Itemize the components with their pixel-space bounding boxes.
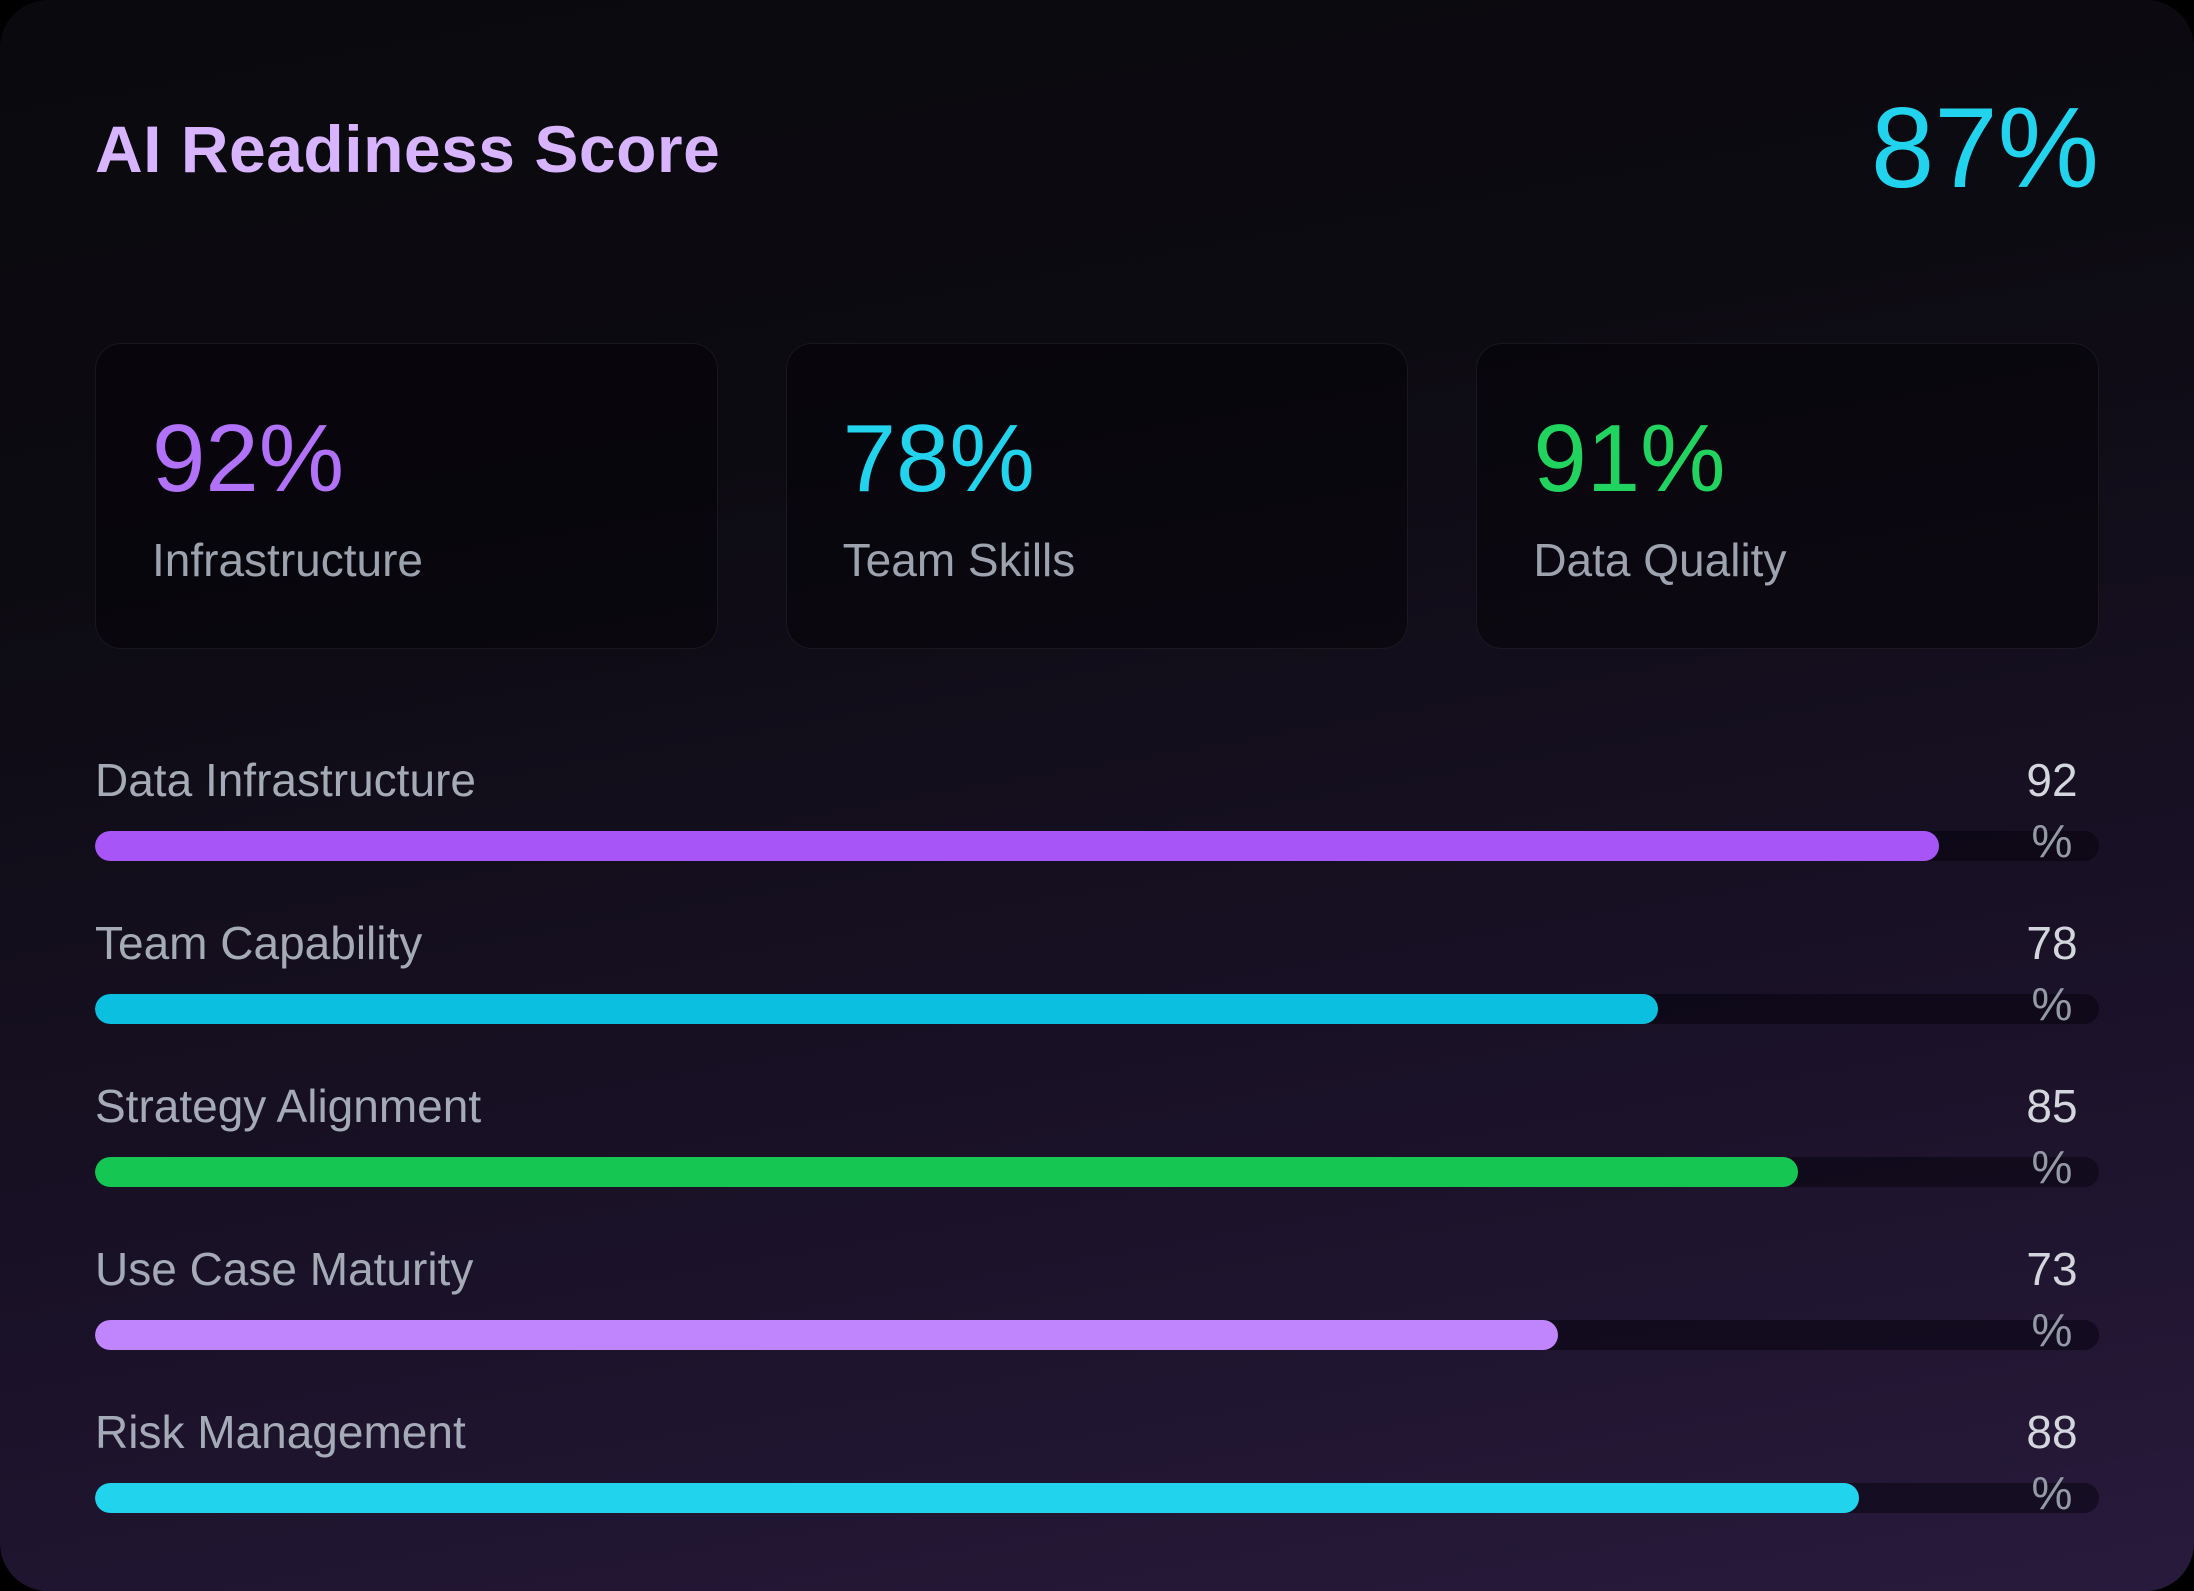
progress-fill — [95, 831, 1939, 861]
stat-cards-row: 92% Infrastructure 78% Team Skills 91% D… — [95, 343, 2099, 649]
metric-value-number: 92 — [2026, 754, 2078, 806]
metric-row-team-capability: Team Capability 78 % — [95, 912, 2099, 1030]
metric-value: 85 % — [2011, 1075, 2093, 1197]
metric-row-use-case-maturity: Use Case Maturity 73 % — [95, 1238, 2099, 1356]
stat-card-value: 91% — [1533, 405, 1726, 512]
stat-card-label: Data Quality — [1533, 534, 1787, 587]
metric-row-strategy-alignment: Strategy Alignment 85 % — [95, 1075, 2099, 1193]
metric-value-unit: % — [2031, 815, 2073, 867]
metric-value: 78 % — [2011, 912, 2093, 1034]
metric-value: 88 % — [2011, 1401, 2093, 1523]
stat-card-infrastructure: 92% Infrastructure — [95, 343, 718, 649]
progress-track — [95, 831, 2099, 861]
page-title: AI Readiness Score — [95, 111, 721, 186]
stat-card-value: 92% — [152, 405, 345, 512]
stat-card-value: 78% — [842, 405, 1035, 512]
metric-value: 92 % — [2011, 749, 2093, 871]
progress-fill — [95, 1483, 1859, 1513]
panel-header: AI Readiness Score 87% — [95, 92, 2099, 206]
progress-fill — [95, 994, 1659, 1024]
metric-label: Use Case Maturity — [95, 1243, 474, 1295]
progress-track — [95, 1157, 2099, 1187]
metric-value: 73 % — [2011, 1238, 2093, 1360]
stat-card-label: Infrastructure — [152, 534, 423, 587]
stat-card-team-skills: 78% Team Skills — [785, 343, 1409, 649]
metric-value-number: 88 — [2026, 1406, 2078, 1458]
metric-value-unit: % — [2031, 1304, 2073, 1356]
metric-label: Data Infrastructure — [95, 754, 476, 806]
progress-fill — [95, 1157, 1799, 1187]
progress-fill — [95, 1320, 1558, 1350]
metric-value-unit: % — [2031, 978, 2073, 1030]
metric-value-number: 78 — [2026, 917, 2078, 969]
metric-value-unit: % — [2031, 1467, 2073, 1519]
metric-value-number: 85 — [2026, 1080, 2078, 1132]
stat-card-label: Team Skills — [842, 534, 1076, 587]
progress-track — [95, 1320, 2099, 1350]
metric-label: Strategy Alignment — [95, 1080, 482, 1132]
progress-track — [95, 1483, 2099, 1513]
progress-track — [95, 994, 2099, 1024]
metrics-list: Data Infrastructure 92 % Team Capability… — [95, 749, 2099, 1519]
metric-row-data-infrastructure: Data Infrastructure 92 % — [95, 749, 2099, 867]
metric-label: Team Capability — [95, 917, 423, 969]
metric-value-unit: % — [2031, 1141, 2073, 1193]
metric-value-number: 73 — [2026, 1243, 2078, 1295]
overall-score: 87% — [1870, 85, 2099, 212]
metric-row-risk-management: Risk Management 88 % — [95, 1401, 2099, 1519]
metric-label: Risk Management — [95, 1406, 466, 1458]
stat-card-data-quality: 91% Data Quality — [1476, 343, 2099, 649]
